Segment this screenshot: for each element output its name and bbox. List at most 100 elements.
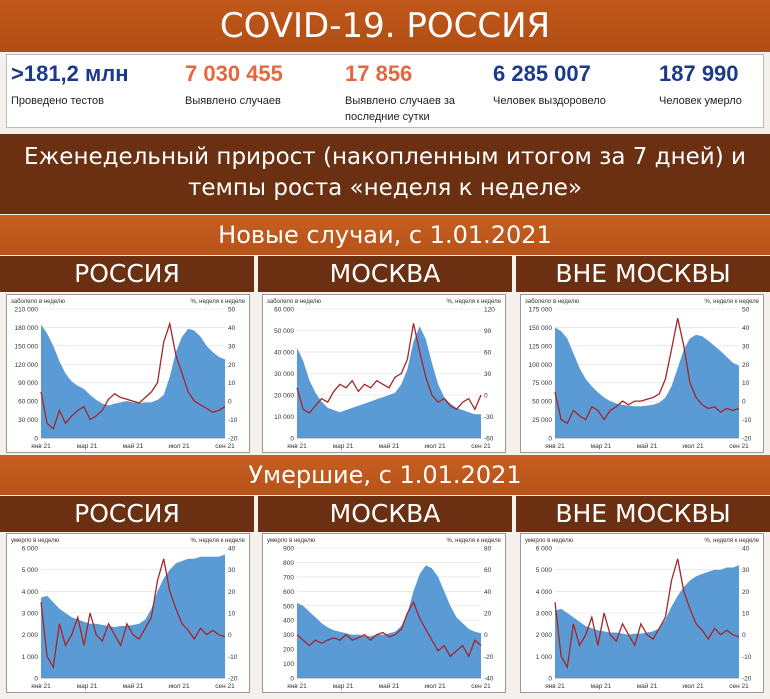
stat-cases-label: Выявлено случаев: [185, 95, 281, 107]
x-tick-label: июл 21: [682, 683, 704, 690]
x-tick-label: мар 21: [591, 683, 612, 690]
x-tick-label: янв 21: [31, 443, 51, 450]
y-tick-label-right: 90: [484, 328, 492, 335]
y-tick-label-right: -20: [228, 676, 238, 683]
y-tick-label-left: 2 000: [22, 632, 39, 639]
y-tick-label-right: 10: [228, 380, 236, 387]
y-tick-label-left: 210 000: [15, 307, 39, 314]
y-tick-label-left: 0: [548, 436, 552, 443]
x-tick-label: май 21: [637, 682, 658, 690]
area-series: [297, 326, 481, 438]
y-axis-label-left: заболело в неделю: [11, 299, 65, 305]
chart-outside-cases: заболело в неделю %, неделя к неделе 0 25 0…: [520, 294, 764, 453]
y-tick-label-left: 700: [283, 574, 294, 581]
stat-daily: 17 856 Выявлено случаев за последние сут…: [345, 61, 475, 125]
col-moscow-cases: МОСКВА: [258, 256, 512, 292]
y-axis-label-left: умерло в неделю: [11, 538, 60, 544]
y-tick-label-right: -60: [484, 436, 494, 443]
col-outside-deaths: ВНЕ МОСКВЫ: [516, 496, 770, 532]
stat-tests-label: Проведено тестов: [11, 95, 104, 107]
section-subtitle: Еженедельный прирост (накопленным итогом…: [0, 134, 770, 214]
y-tick-label-right: 0: [484, 393, 488, 400]
x-tick-label: янв 21: [545, 683, 565, 690]
x-tick-label: июл 21: [424, 443, 446, 450]
y-axis-label-left: умерло в неделю: [525, 538, 574, 544]
stat-cases: 7 030 455 Выявлено случаев: [185, 61, 283, 109]
x-tick-label: сен 21: [471, 443, 491, 450]
y-axis-label-left: заболело в неделю: [525, 299, 579, 305]
stats-bar: >181,2 млн Проведено тестов 7 030 455 Вы…: [6, 54, 764, 128]
y-tick-label-left: 20 000: [274, 393, 294, 400]
line-series: [296, 600, 482, 658]
stat-tests-value: >181,2 млн: [11, 61, 129, 86]
y-tick-label-right: -20: [742, 436, 752, 443]
y-tick-label-right: -10: [228, 654, 238, 661]
stat-recovered-label: Человек выздоровело: [493, 95, 606, 107]
y-tick-label-right: -20: [228, 436, 238, 443]
chart-moscow-deaths: умерло в неделю%, неделя к неделе 0 100 200…: [262, 533, 506, 693]
y-axis-label-right: %, неделя к неделе: [446, 538, 501, 544]
y-tick-label-left: 120 000: [15, 362, 39, 369]
stat-recovered-value: 6 285 007: [493, 61, 591, 86]
x-tick-label: янв 21: [545, 443, 565, 450]
y-tick-label-right: -40: [484, 676, 494, 683]
y-tick-label-left: 6 000: [22, 546, 39, 553]
stat-tests: >181,2 млн Проведено тестов: [11, 61, 129, 109]
y-tick-label-right: 20: [228, 362, 236, 369]
y-tick-label-left: 1 000: [536, 654, 553, 661]
stat-daily-label: Выявлено случаев за последние сутки: [345, 95, 456, 123]
col-outside-cases: ВНЕ МОСКВЫ: [516, 256, 770, 292]
x-tick-label: мар 21: [333, 683, 354, 690]
y-tick-label-right: 10: [742, 611, 750, 618]
y-tick-label-left: 0: [290, 436, 294, 443]
y-tick-label-left: 100: [283, 661, 294, 668]
x-tick-label: мар 21: [333, 443, 354, 450]
y-tick-label-left: 10 000: [274, 414, 294, 421]
y-tick-label-left: 75 000: [532, 380, 552, 387]
y-tick-label-right: 20: [742, 362, 750, 369]
x-tick-label: май 21: [123, 682, 144, 690]
y-tick-label-left: 50 000: [274, 328, 294, 335]
x-tick-label: янв 21: [287, 443, 307, 450]
y-tick-label-left: 200: [283, 647, 294, 654]
y-tick-label-left: 150 000: [15, 343, 39, 350]
stat-deaths-label: Человек умерло: [659, 95, 742, 107]
page-title: COVID-19. РОССИЯ: [0, 0, 770, 52]
x-tick-label: июл 21: [424, 683, 446, 690]
y-tick-label-left: 2 000: [536, 632, 553, 639]
y-tick-label-left: 60 000: [18, 399, 38, 406]
stat-daily-value: 17 856: [345, 61, 413, 86]
y-tick-label-left: 500: [283, 603, 294, 610]
y-tick-label-right: 40: [228, 325, 236, 332]
y-tick-label-right: 0: [742, 632, 746, 639]
y-tick-label-left: 90 000: [18, 380, 38, 387]
stat-deaths-value: 187 990: [659, 61, 739, 86]
area-series: [297, 565, 481, 678]
y-tick-label-right: -30: [484, 414, 494, 421]
y-tick-label-right: 30: [742, 343, 750, 350]
y-tick-label-left: 600: [283, 589, 294, 596]
x-tick-label: мар 21: [77, 443, 98, 450]
line-series: [40, 321, 226, 430]
y-axis-label-right: %, неделя к неделе: [190, 299, 245, 305]
y-tick-label-right: 30: [228, 567, 236, 574]
y-tick-label-right: -20: [742, 676, 752, 683]
y-tick-label-right: -10: [742, 417, 752, 424]
x-tick-label: июл 21: [682, 443, 704, 450]
x-tick-label: сен 21: [215, 443, 235, 450]
x-tick-label: май 21: [637, 442, 658, 450]
col-russia-deaths: РОССИЯ: [0, 496, 254, 532]
y-tick-label-left: 1 000: [22, 654, 39, 661]
stat-recovered: 6 285 007 Человек выздоровело: [493, 61, 606, 109]
y-tick-label-left: 175 000: [529, 307, 553, 314]
chart-russia-deaths: умерло в неделю %, неделя к неделе 0 1 000 2…: [6, 533, 250, 693]
y-tick-label-left: 180 000: [15, 325, 39, 332]
x-tick-label: сен 21: [729, 683, 749, 690]
y-tick-label-right: 20: [484, 611, 492, 618]
y-tick-label-right: 60: [484, 567, 492, 574]
line-series: [554, 558, 740, 670]
col-moscow-deaths: МОСКВА: [258, 496, 512, 532]
y-axis-label-right: %, неделя к неделе: [190, 538, 245, 544]
line-series: [40, 558, 226, 670]
y-tick-label-left: 30 000: [18, 417, 38, 424]
